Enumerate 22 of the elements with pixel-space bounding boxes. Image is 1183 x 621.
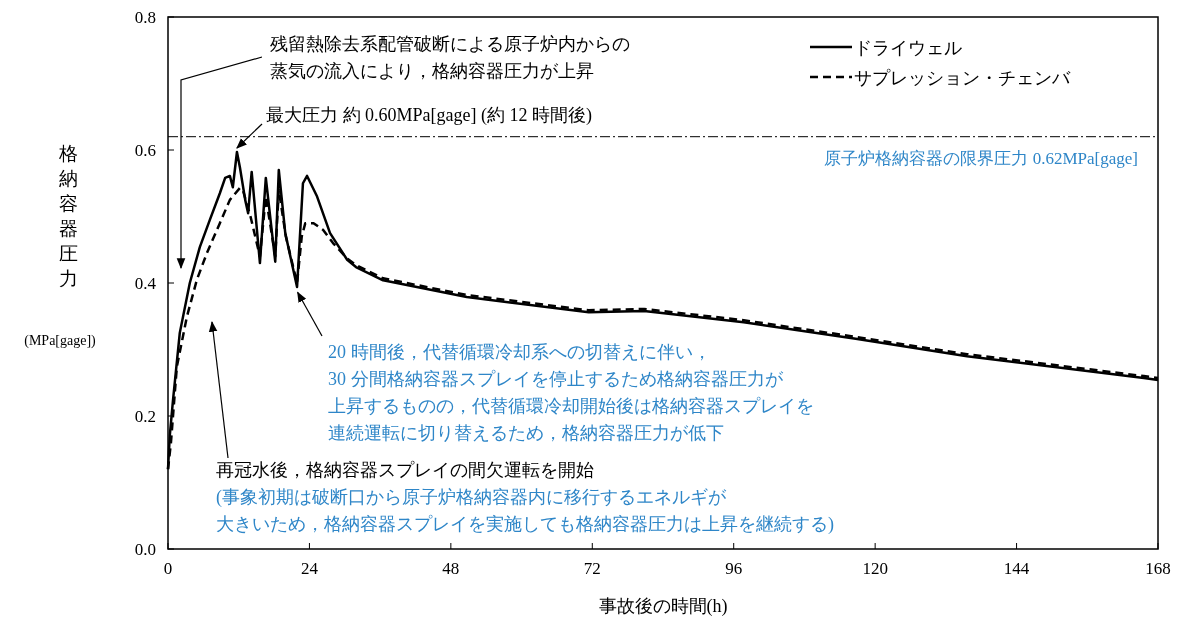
x-tick-label: 168 — [1145, 559, 1171, 578]
x-tick-label: 0 — [163, 559, 173, 578]
annotation: 再冠水後，格納容器スプレイの間欠運転を開始(事象初期は破断口から原子炉格納容器内に移行するエネルギが大きいため，格納容器スプレイを実施しても格納容器圧力は上昇を継続する) — [216, 460, 834, 535]
y-tick-label: 0.4 — [134, 274, 157, 293]
x-axis-title: 事故後の時間(h) — [598, 596, 728, 617]
y-tick-label: 0.0 — [134, 540, 156, 559]
x-tick-label: 120 — [862, 559, 888, 578]
x-tick-label: 96 — [725, 559, 743, 578]
x-tick-label: 24 — [300, 559, 319, 578]
legend-label: サプレッション・チェンバ — [854, 68, 1071, 88]
x-tick-label: 144 — [1003, 559, 1030, 578]
ref-line-label: 原子炉格納容器の限界圧力 0.62MPa[gage] — [824, 148, 1138, 168]
y-tick-label: 0.8 — [134, 8, 156, 27]
annotation: 最大圧力 約 0.60MPa[gage] (約 12 時間後) — [266, 105, 592, 126]
x-tick-label: 72 — [583, 559, 601, 578]
annotation: 20 時間後，代替循環冷却系への切替えに伴い，30 分間格納容器スプレイを停止するため格納容器圧力が上昇するものの，代替循環冷却開始後は格納容器スプレイを連続運転に切り替えるため，格納容器圧力が低下 — [328, 342, 814, 443]
x-tick-label: 48 — [442, 559, 460, 578]
annotation: 残留熱除去系配管破断による原子炉内からの蒸気の流入により，格納容器圧力が上昇 — [270, 34, 630, 81]
legend-label: ドライウェル — [854, 38, 962, 58]
y-tick-label: 0.6 — [134, 141, 156, 160]
y-tick-label: 0.2 — [134, 407, 156, 426]
text: 格納容器圧力 (MPa[gage]) — [24, 143, 96, 348]
